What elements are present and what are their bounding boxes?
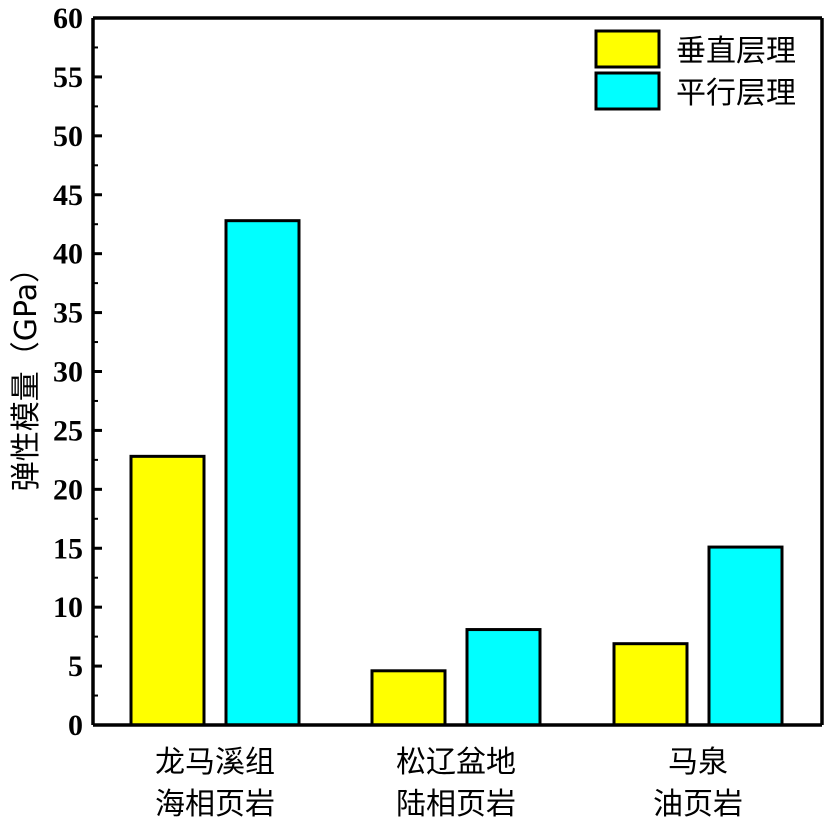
y-tick-label: 15 [53,532,83,565]
x-category-label: 油页岩 [653,787,743,822]
x-category-label: 松辽盆地 [396,745,516,780]
y-tick-label: 0 [68,709,83,742]
y-tick-label: 20 [53,473,83,506]
legend-label: 平行层理 [676,76,796,111]
legend-label: 垂直层理 [676,34,796,69]
y-tick-label: 60 [53,2,83,35]
bar-parallel-2 [707,545,784,727]
y-axis-title: 弹性模量（GPa） [9,253,44,491]
y-tick-label: 30 [53,356,83,389]
y-tick-label: 10 [53,591,83,624]
y-ticks-group: 0 5 10 15 20 25 30 35 40 45 50 55 60 [53,2,102,742]
legend-swatch [594,29,661,69]
bar-vertical-0 [129,454,206,727]
bar-parallel-1 [465,628,542,727]
y-tick-label: 5 [68,650,83,683]
y-tick-label: 25 [53,414,83,447]
x-category-label: 海相页岩 [155,787,275,822]
bars-group [129,219,784,727]
y-tick-label: 40 [53,238,83,271]
bar-vertical-1 [370,669,447,727]
x-category-label: 龙马溪组 [155,745,275,780]
bar-parallel-0 [224,219,301,727]
y-tick-label: 55 [53,61,83,94]
x-category-label: 马泉 [668,745,728,780]
bar-vertical-2 [612,642,689,727]
x-category-label: 陆相页岩 [396,787,516,822]
y-tick-label: 35 [53,297,83,330]
y-tick-label: 45 [53,179,83,212]
legend-swatch [594,71,661,111]
y-tick-label: 50 [53,120,83,153]
